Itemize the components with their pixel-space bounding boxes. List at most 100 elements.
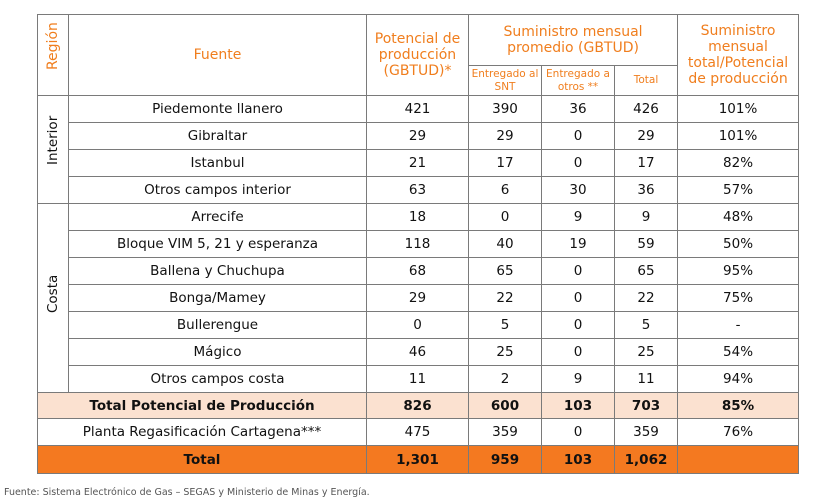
others-cell: 36 <box>541 95 615 123</box>
others-cell: 0 <box>541 122 615 150</box>
total-cell: 65 <box>613 257 679 285</box>
snt-cell: 40 <box>468 230 542 258</box>
snt-cell: 65 <box>468 257 542 285</box>
table-row: Bullerengue 0 5 0 5 - <box>38 311 800 339</box>
others-cell: 0 <box>541 418 615 446</box>
others-cell: 0 <box>541 149 615 177</box>
snt-cell: 22 <box>468 284 542 312</box>
gas-supply-table: Región Fuente Potencial de producción (G… <box>37 14 800 474</box>
potential-cell: 118 <box>366 230 469 258</box>
snt-cell: 6 <box>468 176 542 204</box>
others-cell: 19 <box>541 230 615 258</box>
ratio-cell <box>677 445 800 474</box>
regasification-row: Planta Regasificación Cartagena*** 475 3… <box>37 418 800 446</box>
others-cell: 0 <box>541 257 615 285</box>
others-cell: 103 <box>541 445 615 474</box>
table-row: Gibraltar 29 29 0 29 101% <box>38 122 800 150</box>
total-cell: 703 <box>613 392 679 419</box>
others-cell: 0 <box>541 338 615 366</box>
ratio-cell: - <box>677 311 800 339</box>
source-cell: Otros campos interior <box>68 176 367 204</box>
total-cell: 5 <box>613 311 679 339</box>
potential-cell: 21 <box>366 149 469 177</box>
potential-cell: 29 <box>366 284 469 312</box>
others-cell: 0 <box>541 311 615 339</box>
snt-cell: 359 <box>468 418 542 446</box>
header-to-others: Entregado a otros ** <box>541 65 615 96</box>
table-row: Istanbul 21 17 0 17 82% <box>38 149 800 177</box>
ratio-cell: 85% <box>677 392 800 419</box>
ratio-cell: 48% <box>677 203 800 231</box>
snt-cell: 25 <box>468 338 542 366</box>
total-cell: 29 <box>613 122 679 150</box>
snt-cell: 390 <box>468 95 542 123</box>
table-row: Otros campos interior 63 6 30 36 57% <box>38 176 800 204</box>
potential-cell: 63 <box>366 176 469 204</box>
potential-cell: 29 <box>366 122 469 150</box>
total-potential-label: Total Potencial de Producción <box>37 392 367 419</box>
snt-cell: 600 <box>468 392 542 419</box>
potential-cell: 0 <box>366 311 469 339</box>
table-row: Bloque VIM 5, 21 y esperanza 118 40 19 5… <box>38 230 800 258</box>
grand-total-row: Total 1,301 959 103 1,062 <box>37 445 800 474</box>
total-cell: 36 <box>613 176 679 204</box>
total-cell: 1,062 <box>613 445 679 474</box>
potential-cell: 826 <box>366 392 469 419</box>
header-source: Fuente <box>68 14 367 96</box>
others-cell: 0 <box>541 284 615 312</box>
potential-cell: 421 <box>366 95 469 123</box>
ratio-cell: 101% <box>677 95 800 123</box>
ratio-cell: 75% <box>677 284 800 312</box>
table-row: Mágico 46 25 0 25 54% <box>38 338 800 366</box>
region-interior: Interior <box>37 95 69 204</box>
total-cell: 25 <box>613 338 679 366</box>
total-potential-row: Total Potencial de Producción 826 600 10… <box>37 392 800 419</box>
ratio-cell: 76% <box>677 418 800 446</box>
ratio-cell: 54% <box>677 338 800 366</box>
table-row: Bonga/Mamey 29 22 0 22 75% <box>38 284 800 312</box>
header-potential: Potencial de producción (GBTUD)* <box>366 14 469 96</box>
snt-cell: 5 <box>468 311 542 339</box>
source-cell: Gibraltar <box>68 122 367 150</box>
ratio-cell: 50% <box>677 230 800 258</box>
ratio-cell: 94% <box>677 365 800 393</box>
header-total: Total <box>613 65 679 96</box>
total-cell: 9 <box>613 203 679 231</box>
source-cell: Ballena y Chuchupa <box>68 257 367 285</box>
source-cell: Bonga/Mamey <box>68 284 367 312</box>
table-row: Interior Piedemonte llanero 421 390 36 4… <box>37 95 800 204</box>
snt-cell: 17 <box>468 149 542 177</box>
total-cell: 426 <box>613 95 679 123</box>
regasification-label: Planta Regasificación Cartagena*** <box>37 418 367 446</box>
others-cell: 103 <box>541 392 615 419</box>
source-cell: Bloque VIM 5, 21 y esperanza <box>68 230 367 258</box>
total-cell: 59 <box>613 230 679 258</box>
others-cell: 30 <box>541 176 615 204</box>
source-cell: Otros campos costa <box>68 365 367 393</box>
snt-cell: 29 <box>468 122 542 150</box>
potential-cell: 46 <box>366 338 469 366</box>
potential-cell: 475 <box>366 418 469 446</box>
total-cell: 359 <box>613 418 679 446</box>
ratio-cell: 95% <box>677 257 800 285</box>
header-supply: Suministro mensual promedio (GBTUD) <box>467 14 679 66</box>
source-cell: Bullerengue <box>68 311 367 339</box>
total-cell: 11 <box>613 365 679 393</box>
source-cell: Mágico <box>68 338 367 366</box>
snt-cell: 0 <box>468 203 542 231</box>
ratio-cell: 57% <box>677 176 800 204</box>
header-ratio: Suministro mensual total/Potencial de pr… <box>677 14 800 96</box>
potential-cell: 18 <box>366 203 469 231</box>
others-cell: 9 <box>541 203 615 231</box>
header-to-snt: Entregado al SNT <box>468 65 542 96</box>
snt-cell: 959 <box>468 445 542 474</box>
ratio-cell: 101% <box>677 122 800 150</box>
snt-cell: 2 <box>468 365 542 393</box>
potential-cell: 68 <box>366 257 469 285</box>
table-row: Costa Arrecife 18 0 9 9 48% <box>37 203 800 393</box>
source-footnote: Fuente: Sistema Electrónico de Gas – SEG… <box>4 487 370 498</box>
potential-cell: 1,301 <box>366 445 469 474</box>
total-cell: 22 <box>613 284 679 312</box>
header-region: Región <box>37 14 69 96</box>
source-cell: Istanbul <box>68 149 367 177</box>
